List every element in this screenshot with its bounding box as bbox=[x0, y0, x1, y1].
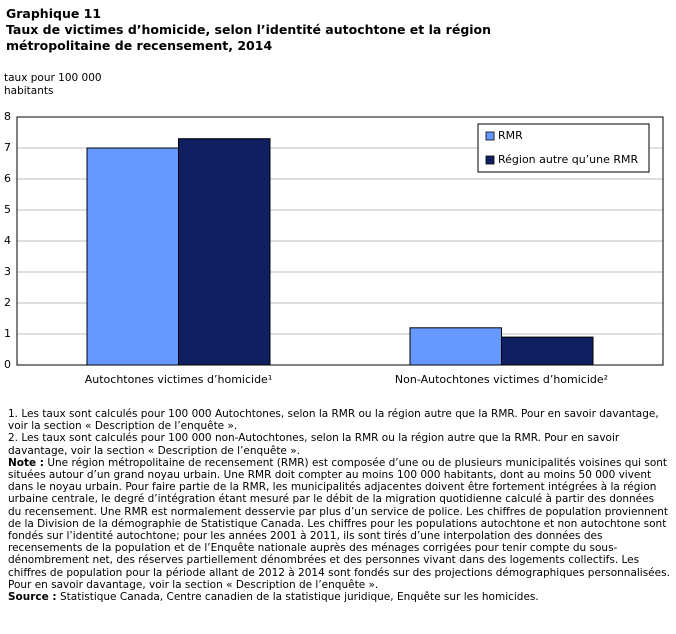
notes: 1. Les taux sont calculés pour 100 000 A… bbox=[8, 408, 670, 603]
bar bbox=[178, 138, 271, 366]
source-text: Statistique Canada, Centre canadien de l… bbox=[59, 591, 539, 604]
chart: 0 1 2 3 4 5 6 7 8 Autochtones victimes d’homicide… bbox=[4, 110, 664, 386]
plot-border bbox=[16, 116, 664, 366]
legend-label: Région autre qu’une RMR bbox=[498, 153, 639, 166]
note-text: Une région métropolitaine de recensement… bbox=[8, 456, 670, 591]
y-tick-label: 5 bbox=[4, 203, 11, 216]
note-label: Note : bbox=[8, 456, 44, 469]
y-tick-label: 3 bbox=[4, 265, 11, 278]
legend-box bbox=[477, 123, 650, 173]
y-axis-label: taux pour 100 000 habitants bbox=[4, 72, 102, 97]
source: Source : Statistique Canada, Centre cana… bbox=[8, 591, 670, 603]
y-tick-label: 1 bbox=[4, 327, 11, 340]
header: Graphique 11 Taux de victimes d’homicide… bbox=[6, 6, 536, 54]
y-tick-label: 7 bbox=[4, 141, 11, 154]
footnote: 2. Les taux sont calculés pour 100 000 n… bbox=[8, 432, 620, 457]
footnote: 1. Les taux sont calculés pour 100 000 A… bbox=[8, 408, 659, 433]
bar bbox=[86, 147, 179, 366]
x-tick-label: Autochtones victimes d’homicide¹ bbox=[85, 373, 272, 386]
y-tick-label: 8 bbox=[4, 110, 11, 123]
legend-swatch bbox=[485, 155, 495, 165]
legend-label: RMR bbox=[498, 129, 523, 142]
x-tick-label: Non-Autochtones victimes d’homicide² bbox=[395, 373, 608, 386]
legend-swatch bbox=[485, 131, 495, 141]
y-tick-label: 2 bbox=[4, 296, 11, 309]
chart-label: Graphique 11 bbox=[6, 6, 102, 21]
chart-title: Taux de victimes d’homicide, selon l’ide… bbox=[6, 22, 492, 53]
bar bbox=[501, 336, 594, 366]
y-tick-label: 6 bbox=[4, 172, 11, 185]
y-tick-label: 4 bbox=[4, 234, 11, 247]
note: Note : Une région métropolitaine de rece… bbox=[8, 457, 670, 591]
source-label: Source : bbox=[8, 591, 57, 604]
bar bbox=[409, 327, 502, 366]
y-tick-label: 0 bbox=[4, 358, 11, 371]
